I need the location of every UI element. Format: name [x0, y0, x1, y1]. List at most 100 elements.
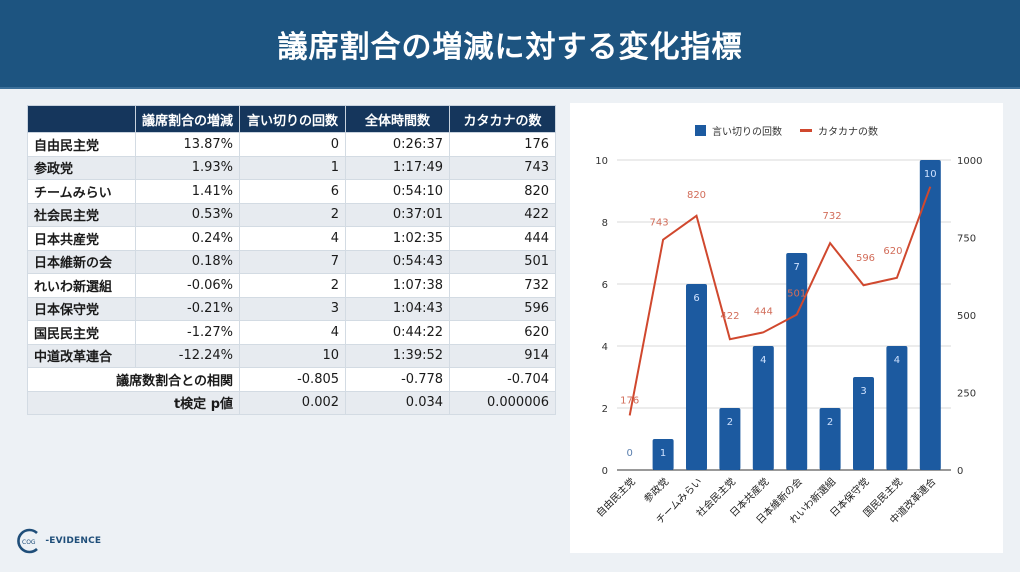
cell-party: れいわ新選組	[27, 273, 136, 298]
legend-label: カタカナの数	[818, 127, 878, 138]
cell-party: 社会民主党	[27, 202, 136, 227]
x-axis-label: 自由民主党	[593, 475, 638, 520]
cell-party: 日本保守党	[27, 296, 136, 321]
left-axis-tick: 8	[602, 218, 608, 229]
table-row: 国民民主党 -1.27% 4 0:44:22 620	[27, 320, 557, 345]
line-label: 176	[620, 395, 639, 406]
left-axis-tick: 2	[602, 404, 608, 415]
right-axis-tick: 750	[957, 234, 976, 245]
left-axis-tick: 4	[602, 342, 608, 353]
stat-label: 議席数割合との相関	[26, 367, 241, 392]
cell-seat-change: -12.24%	[134, 343, 241, 368]
cell-seat-change: -0.21%	[134, 296, 241, 321]
line-series	[628, 186, 932, 416]
stat-value: 0.000006	[449, 390, 557, 415]
cell-party: 日本共産党	[27, 226, 136, 251]
cell-assertions: 2	[239, 273, 347, 298]
right-axis-tick: 500	[957, 311, 976, 322]
svg-text:COG: COG	[22, 539, 36, 546]
bar-label: 6	[693, 293, 699, 304]
line-label: 422	[720, 311, 739, 322]
stat-label: t検定 p値	[26, 390, 241, 415]
stat-value: -0.778	[345, 367, 451, 392]
table-row: 社会民主党 0.53% 2 0:37:01 422	[27, 202, 557, 227]
cell-assertions: 10	[239, 343, 347, 368]
cell-party: 国民民主党	[27, 320, 136, 345]
cell-seat-change: -0.06%	[134, 273, 241, 298]
bar	[719, 408, 741, 470]
cell-total-time: 0:54:43	[345, 249, 451, 274]
table-row: 日本維新の会 0.18% 7 0:54:43 501	[27, 249, 557, 274]
cell-assertions: 0	[239, 132, 347, 157]
stat-value: -0.704	[449, 367, 557, 392]
bar	[652, 439, 674, 470]
line-label: 444	[754, 306, 773, 317]
brand-logo: COG -EVIDENCE	[16, 528, 101, 554]
line-label: 501	[787, 289, 806, 300]
line-label: 743	[650, 218, 669, 229]
legend-item-bar: 言い切りの回数	[695, 123, 782, 138]
cell-party: 中道改革連合	[27, 343, 136, 368]
bar-label: 0	[627, 448, 633, 459]
cell-total-time: 1:39:52	[345, 343, 451, 368]
cell-katakana: 620	[449, 320, 557, 345]
cell-katakana: 444	[449, 226, 557, 251]
column-header: 全体時間数	[345, 105, 451, 133]
cell-assertions: 7	[239, 249, 347, 274]
stat-value: 0.034	[345, 390, 451, 415]
combo-chart: 0 2 4 6 8 10 0 250 500 750 1000 0 1 6 2 4 7 2 3 4 10 176 743 82…	[593, 156, 982, 527]
left-axis-tick: 0	[602, 466, 608, 477]
cell-total-time: 0:26:37	[345, 132, 451, 157]
bar-label: 4	[760, 355, 766, 366]
page-title: 議席割合の増減に対する変化指標	[277, 29, 743, 65]
cell-total-time: 0:44:22	[345, 320, 451, 345]
right-axis-tick: 0	[957, 466, 963, 477]
table-row: チームみらい 1.41% 6 0:54:10 820	[27, 179, 557, 204]
cell-assertions: 3	[239, 296, 347, 321]
data-table: 議席割合の増減 言い切りの回数 全体時間数 カタカナの数 自由民主党 13.87%…	[26, 105, 557, 415]
cell-seat-change: 0.24%	[134, 226, 241, 251]
cell-total-time: 1:04:43	[345, 296, 451, 321]
table-row: れいわ新選組 -0.06% 2 1:07:38 732	[27, 273, 557, 298]
logo-text: -EVIDENCE	[32, 536, 102, 546]
cell-katakana: 501	[449, 249, 557, 274]
column-header: 議席割合の増減	[134, 105, 241, 133]
cell-assertions: 6	[239, 179, 347, 204]
cell-katakana: 914	[449, 343, 557, 368]
bar-label: 1	[660, 448, 666, 459]
stats-row: 議席数割合との相関 -0.805 -0.778 -0.704	[26, 367, 557, 392]
cell-assertions: 4	[239, 320, 347, 345]
table-row: 参政党 1.93% 1 1:17:49 743	[27, 155, 557, 180]
bar-label: 4	[894, 355, 900, 366]
table-row: 日本保守党 -0.21% 3 1:04:43 596	[27, 296, 557, 321]
bar-label: 10	[924, 169, 937, 180]
stat-value: 0.002	[239, 390, 347, 415]
left-axis-tick: 6	[602, 280, 608, 291]
cell-assertions: 4	[239, 226, 347, 251]
cell-seat-change: 0.53%	[134, 202, 241, 227]
legend-label: 言い切りの回数	[712, 127, 782, 138]
cell-seat-change: 1.41%	[134, 179, 241, 204]
bar-label: 2	[827, 417, 833, 428]
table-row: 中道改革連合 -12.24% 10 1:39:52 914	[27, 343, 557, 368]
line-swatch-icon	[800, 129, 812, 132]
stat-value: -0.805	[239, 367, 347, 392]
left-axis-tick: 10	[595, 156, 608, 167]
x-axis-label: 参政党	[641, 475, 671, 505]
bar	[752, 346, 774, 470]
line-label: 620	[883, 246, 902, 257]
table-row: 日本共産党 0.24% 4 1:02:35 444	[27, 226, 557, 251]
cell-katakana: 743	[449, 155, 557, 180]
bar	[886, 346, 908, 470]
stats-row: t検定 p値 0.002 0.034 0.000006	[26, 390, 557, 415]
cell-party: チームみらい	[27, 179, 136, 204]
legend-item-line: カタカナの数	[800, 123, 878, 138]
bar	[786, 253, 808, 470]
cell-assertions: 2	[239, 202, 347, 227]
cell-katakana: 732	[449, 273, 557, 298]
cell-seat-change: 0.18%	[134, 249, 241, 274]
chart-legend: 言い切りの回数 カタカナの数	[570, 123, 1003, 138]
cell-katakana: 422	[449, 202, 557, 227]
chart-card: 言い切りの回数 カタカナの数 0 2 4 6 8 10 0 250 500 750 1000 0 1 6 2…	[570, 103, 1003, 553]
table-header-row: 議席割合の増減 言い切りの回数 全体時間数 カタカナの数	[27, 105, 557, 133]
